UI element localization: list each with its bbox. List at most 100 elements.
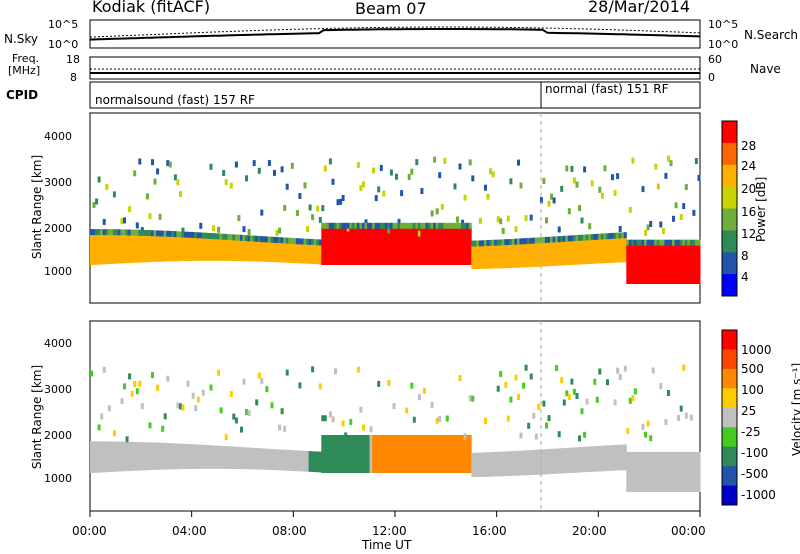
heat-cell [120,441,124,472]
heat-cell [102,366,106,373]
heat-cell [148,213,152,220]
heat-cell [456,216,459,223]
heat-cell [410,168,414,175]
heat-cell [298,238,302,245]
heat-cell [247,410,251,417]
heat-cell [428,227,431,265]
heat-cell [120,229,124,236]
vel-cbar-tick-25: 25 [741,404,757,418]
heat-cell [684,412,688,419]
heat-cell [204,236,208,261]
heat-cell [438,172,442,179]
heat-cell [125,441,129,472]
heat-cell [410,227,414,265]
heat-cell [628,451,632,492]
heat-cell [189,444,193,469]
power-ytick-2000: 2000 [44,222,72,235]
heat-cell [522,238,526,245]
heat-cell [196,396,200,403]
heat-cell [631,157,635,164]
heat-cell [659,239,663,246]
colorbar-swatch [722,388,737,409]
heat-cell [90,441,93,473]
heat-cell [232,446,236,469]
heat-cell [484,240,487,247]
heat-cell [646,420,650,427]
heat-cell [654,239,658,246]
heat-cell [128,441,132,471]
heat-cell [234,161,238,168]
heat-cell [651,451,655,492]
heat-cell [298,193,302,199]
nave-right-tick-bottom: 0 [708,71,715,84]
heat-cell [382,227,386,265]
heat-cell [430,222,434,229]
heat-cell [313,239,317,246]
heat-cell [687,239,691,246]
heat-cell [621,444,625,471]
heat-cell [618,374,622,380]
heat-cell [684,239,688,246]
heat-cell [336,199,340,206]
colorbar-swatch [722,446,737,467]
heat-cell [377,227,381,265]
heat-cell [517,238,520,245]
heat-cell [232,238,236,261]
vel-cbar-tick-100: 100 [741,383,764,397]
heat-cell [123,441,126,472]
heat-cell [415,227,419,265]
heat-cell [570,235,574,242]
heat-cell [283,241,287,263]
heat-cell [545,217,548,224]
heat-cell [293,238,297,245]
heat-cell [374,222,378,229]
heat-cell [379,227,383,265]
heat-cell [572,388,576,395]
heat-cell [628,397,632,404]
heat-cell [95,441,99,473]
heat-cell [555,448,559,474]
heat-cell [514,450,518,476]
heat-cell [191,392,195,399]
heat-cell [552,240,556,266]
heat-cell [97,176,101,183]
heat-cell [550,236,553,243]
heat-cell [224,238,228,261]
heat-cell [611,445,614,471]
heat-cell [262,448,266,470]
heat-cell [672,239,675,246]
heat-cell [250,447,254,470]
heat-cell [161,442,165,470]
heat-cell [588,238,592,264]
heat-cell [212,237,215,261]
heat-cell [158,442,162,470]
heat-cell [471,175,475,182]
heat-cell [656,243,660,284]
heat-cell [656,183,660,190]
heat-cell [237,446,241,469]
heat-cell [321,227,325,265]
heat-cell [92,202,96,208]
heat-cell [405,407,409,414]
heat-cell [339,198,343,205]
heat-cell [542,400,546,407]
heat-cell [306,243,309,264]
heat-cell [649,451,653,492]
heat-cell [547,449,551,475]
heat-cell [362,181,365,188]
heat-cell [328,222,332,229]
heat-cell [118,233,121,264]
heat-cell [453,222,457,229]
heat-cell [491,171,495,178]
power-colorbar [721,120,738,297]
heat-cell [153,442,157,470]
heat-cell [420,227,424,265]
heat-cell [377,186,381,193]
heat-cell [153,234,157,262]
colorbar-swatch [722,407,737,428]
heat-cell [153,230,157,237]
heat-cell [308,451,312,472]
heat-cell [534,433,538,440]
heat-cell [545,241,548,267]
heat-cell [560,240,564,266]
